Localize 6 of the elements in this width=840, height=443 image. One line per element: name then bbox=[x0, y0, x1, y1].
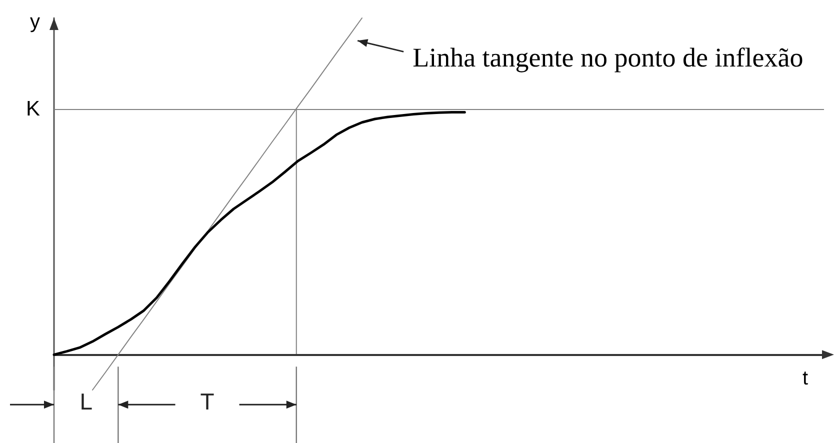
x-axis-title: t bbox=[802, 368, 808, 390]
text: Linha tangente no ponto de inflexão bbox=[412, 42, 804, 73]
annotation: T bbox=[200, 388, 214, 415]
annotation: L bbox=[80, 388, 93, 415]
y-axis-title: y bbox=[30, 11, 40, 33]
ref-line-label: K bbox=[26, 97, 40, 120]
